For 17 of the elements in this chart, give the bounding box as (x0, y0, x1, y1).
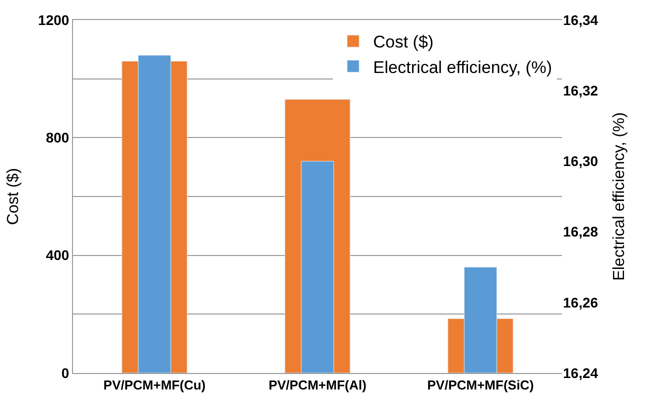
x-tick-label: PV/PCM+MF(SiC) (427, 378, 534, 393)
y-tick-label: 400 (46, 247, 70, 264)
y2-tick-label: 16,34 (563, 12, 598, 28)
legend-label: Electrical efficiency, (%) (373, 58, 552, 77)
y2-tick-label: 16,32 (563, 82, 598, 98)
y2-tick-label: 16,26 (563, 294, 598, 310)
y-tick-label: 1200 (38, 12, 70, 28)
y2-tick-label: 16,30 (563, 153, 598, 170)
y2-tick-label: 16,28 (563, 224, 598, 240)
y-axis-title: Cost ($) (4, 168, 22, 225)
y2-tick-label: 16,24 (563, 364, 598, 381)
y-tick-label: 0 (61, 364, 70, 381)
y2-axis-title: Electrical efficiency, (%) (610, 112, 628, 281)
y-tick-label: 800 (46, 130, 70, 146)
x-tick-label: PV/PCM+MF(Cu) (103, 378, 206, 393)
x-tick-label: PV/PCM+MF(Al) (268, 378, 366, 393)
legend-label: Cost ($) (373, 32, 434, 52)
